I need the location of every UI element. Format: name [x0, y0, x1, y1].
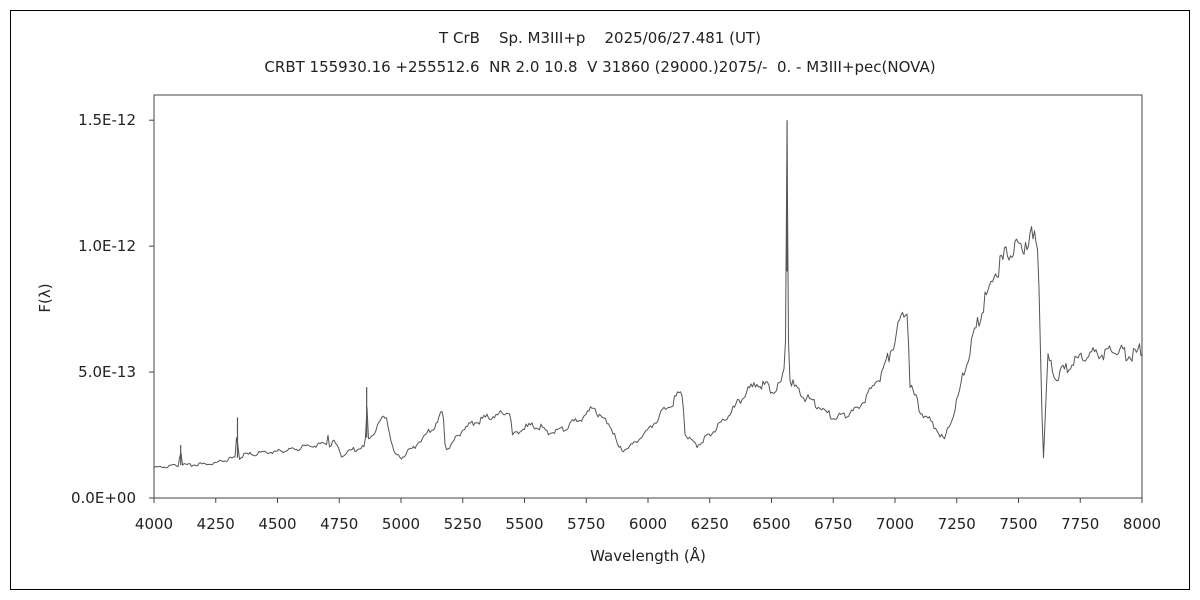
- chart-subtitle: CRBT 155930.16 +255512.6 NR 2.0 10.8 V 3…: [264, 58, 935, 76]
- x-axis-label: Wavelength (Å): [590, 546, 706, 565]
- x-tick-label: 4750: [320, 515, 358, 533]
- x-tick-label: 6000: [629, 515, 667, 533]
- y-axis: 0.0E+00 5.0E-13 1.0E-12 1.5E-12: [71, 111, 154, 507]
- y-tick-label: 5.0E-13: [78, 363, 136, 381]
- x-tick-label: 5750: [567, 515, 605, 533]
- x-tick-label: 5000: [382, 515, 420, 533]
- y-axis-label: F(λ): [36, 283, 54, 312]
- x-tick-label: 7000: [876, 515, 914, 533]
- x-tick-label: 6500: [752, 515, 790, 533]
- x-tick-label: 7250: [938, 515, 976, 533]
- x-tick-label: 4250: [197, 515, 235, 533]
- x-tick-label: 4000: [135, 515, 173, 533]
- x-tick-label: 8000: [1123, 515, 1161, 533]
- x-tick-label: 6750: [814, 515, 852, 533]
- x-tick-label: 6250: [691, 515, 729, 533]
- spectrum-line: [153, 132, 1142, 469]
- x-tick-label: 5250: [444, 515, 482, 533]
- x-tick-label: 4500: [258, 515, 296, 533]
- y-tick-label: 1.5E-12: [78, 111, 136, 129]
- y-tick-label: 0.0E+00: [71, 489, 136, 507]
- x-axis: 4000 4250 4500 4750 5000 5250 5500 5750 6000 6250…: [135, 498, 1161, 533]
- x-tick-label: 5500: [505, 515, 543, 533]
- x-tick-label: 7500: [999, 515, 1037, 533]
- x-tick-label: 7750: [1061, 515, 1099, 533]
- series-layer: [153, 120, 1142, 469]
- plot-area: [153, 94, 1143, 499]
- chart-title: T CrB Sp. M3III+p 2025/06/27.481 (UT): [438, 29, 761, 47]
- y-tick-label: 1.0E-12: [78, 237, 136, 255]
